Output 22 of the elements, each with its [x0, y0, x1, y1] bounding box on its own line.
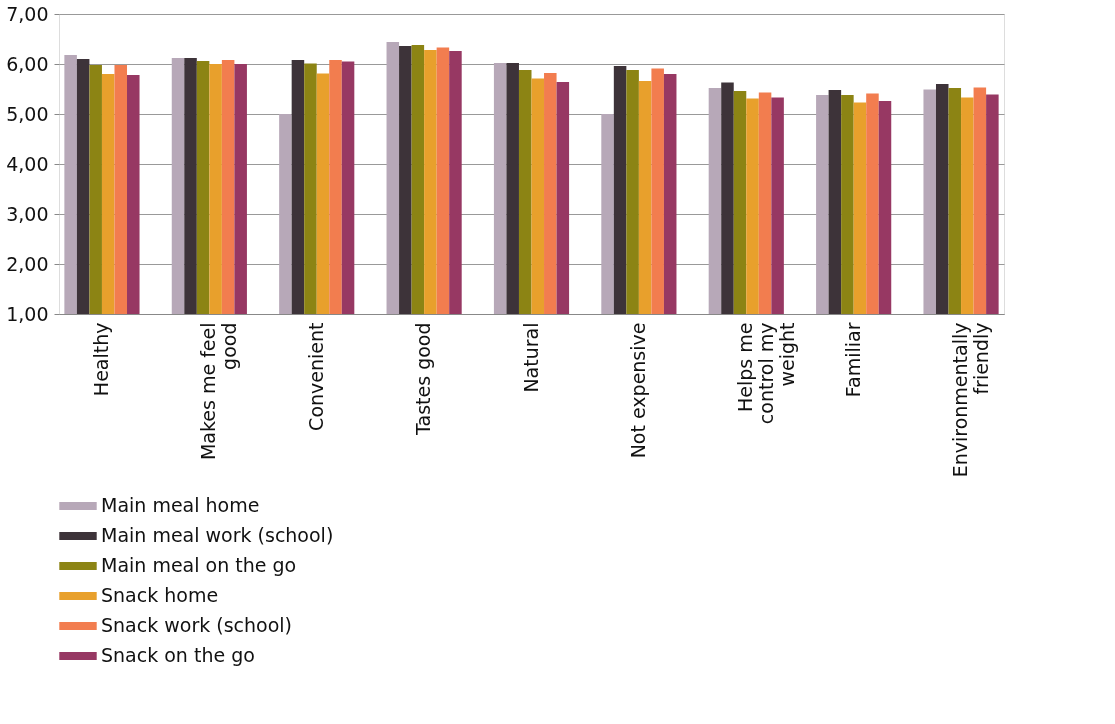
legend-label: Snack on the go — [101, 644, 255, 666]
legend-label: Snack work (school) — [101, 614, 292, 636]
y-tick-label: 2,00 — [6, 252, 49, 275]
x-tick-label: Healthy — [89, 322, 112, 397]
y-tick-label: 4,00 — [6, 152, 49, 175]
x-tick-label: Not expensive — [626, 322, 649, 459]
legend-label: Main meal work (school) — [101, 524, 334, 546]
legend-label: Snack home — [101, 584, 219, 606]
x-tick-label: Convenient — [304, 322, 327, 431]
legend-label: Main meal home — [101, 494, 260, 516]
x-tick-label: Familiar — [841, 322, 864, 398]
x-tick-label: Natural — [519, 322, 542, 393]
y-tick-label: 7,00 — [6, 2, 49, 25]
x-tick-label: Helps me control my weight — [734, 322, 799, 425]
legend-label: Main meal on the go — [101, 554, 297, 576]
y-tick-label: 5,00 — [6, 102, 49, 125]
x-tick-label: Makes me feel good — [197, 322, 241, 461]
x-tick-label: Environmentally friendly — [949, 322, 993, 478]
y-tick-label: 6,00 — [6, 52, 49, 75]
y-tick-label: 1,00 — [6, 302, 49, 325]
y-tick-label: 3,00 — [6, 202, 49, 225]
x-tick-label: Tastes good — [412, 322, 435, 436]
